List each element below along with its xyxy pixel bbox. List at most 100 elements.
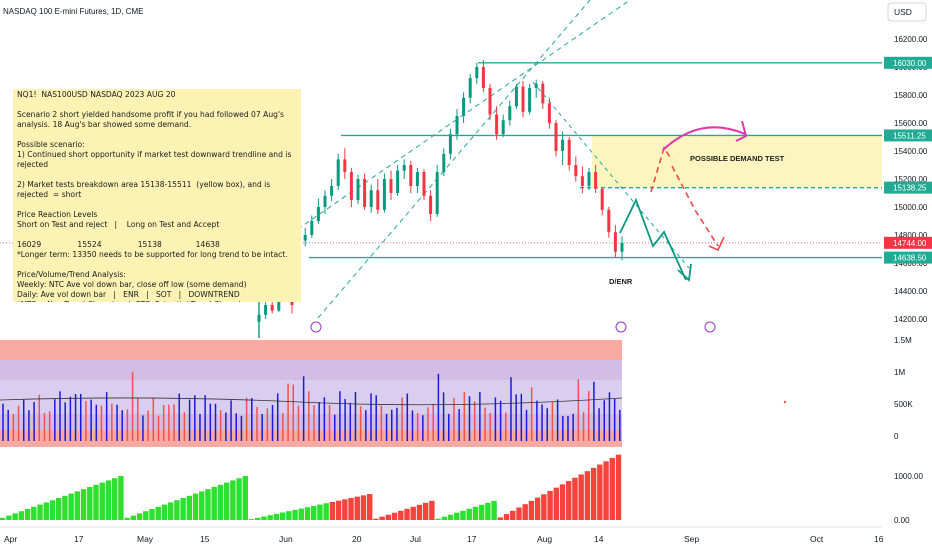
time-tick-label: Sep: [684, 534, 699, 544]
candle: [369, 184, 373, 213]
candle: [468, 74, 472, 104]
oscillator-bar: [130, 515, 137, 520]
note-line: 16029 15524 15138 14638: [17, 240, 220, 249]
candle: [607, 207, 611, 238]
time-tick-label: Jun: [279, 534, 293, 544]
candle-body: [356, 179, 360, 200]
oscillator-bar: [510, 510, 516, 520]
oscillator-pane[interactable]: [0, 454, 622, 520]
candle-body: [574, 165, 578, 177]
oscillator-bar: [398, 510, 404, 520]
oscillator-bar: [186, 495, 193, 520]
candle-body: [455, 116, 459, 135]
oscillator-bar: [435, 518, 441, 520]
oscillator-bar: [155, 506, 161, 520]
candle: [481, 60, 485, 93]
oscillator-bar: [18, 511, 25, 520]
oscillator-bar: [460, 510, 466, 520]
candle-body: [541, 83, 545, 104]
candle-body: [607, 209, 611, 233]
oscillator-bar: [366, 494, 373, 520]
volume-band-core: [0, 380, 622, 414]
candle: [488, 83, 492, 121]
price-axis[interactable]: 16200.0016000.0015800.0015600.0015400.00…: [884, 35, 932, 525]
oscillator-bar: [566, 481, 572, 520]
oscillator-bar: [37, 504, 43, 520]
oscillator-bar: [105, 480, 112, 520]
oscillator-bar: [416, 504, 423, 520]
candle-body: [547, 103, 551, 123]
oscillator-bar: [429, 500, 435, 520]
oscillator-bar: [161, 504, 168, 520]
candle: [547, 97, 551, 129]
candle-body: [369, 190, 373, 207]
candle-body: [475, 67, 479, 79]
candle-body: [310, 221, 314, 235]
note-line: [17, 260, 297, 270]
oscillator-bar: [31, 506, 37, 520]
oscillator-bar: [503, 514, 510, 520]
oscillator-bar: [55, 498, 62, 520]
volume-average-line: [0, 397, 623, 406]
price-tick-label: 15400.00: [894, 147, 928, 156]
oscillator-bar: [261, 516, 267, 520]
oscillator-tick-label: 0.00: [894, 516, 910, 525]
oscillator-bar: [547, 490, 553, 520]
candle-body: [343, 159, 347, 172]
oscillator-bar: [391, 512, 398, 520]
candle-body: [442, 153, 446, 172]
candle-body: [600, 188, 604, 210]
oscillator-bar: [454, 512, 460, 520]
candle-body: [561, 139, 565, 151]
price-tick-label: 14800.00: [894, 231, 928, 240]
oscillator-bar: [472, 506, 479, 520]
oscillator-bar: [136, 513, 143, 520]
oscillator-bar: [93, 484, 99, 520]
candle-body: [382, 179, 386, 210]
volume-tick-label: 1M: [894, 368, 905, 377]
projection-arrowhead-green: [677, 263, 692, 282]
candle: [409, 160, 413, 193]
candle: [323, 190, 327, 214]
price-label-15511: 15511.25: [893, 131, 926, 140]
note-line: [17, 230, 297, 240]
currency-button[interactable]: [887, 2, 927, 22]
event-marker-icon: [615, 321, 627, 333]
analysis-note: NQ1! NAS100USD NASDAQ 2023 AUG 20 Scenar…: [13, 89, 301, 302]
oscillator-bar: [360, 495, 367, 520]
oscillator-bar: [87, 487, 93, 520]
oscillator-bar: [534, 497, 541, 520]
volume-pane[interactable]: [0, 340, 787, 447]
candle-body: [462, 97, 466, 116]
candle: [422, 169, 426, 200]
time-axis[interactable]: Apr 17 May 15 Jun 20 Jul 17 Aug 14 Sep Oct 16: [0, 526, 884, 544]
candle: [310, 215, 314, 238]
oscillator-bar: [267, 515, 273, 520]
oscillator-tick-label: 1000.00: [894, 472, 923, 481]
oscillator-bar: [335, 500, 342, 520]
curved-arrowhead: [735, 120, 748, 142]
candle-body: [521, 86, 525, 112]
candle: [415, 167, 419, 193]
projection-arrowhead-red: [708, 236, 725, 252]
note-line: Price Reaction Levels: [17, 210, 98, 219]
oscillator-bar: [273, 513, 280, 520]
candle-body: [620, 242, 624, 252]
oscillator-bar: [24, 509, 31, 520]
oscillator-bar: [149, 509, 155, 520]
event-marker-icon: [704, 321, 716, 333]
candle-body: [270, 305, 274, 311]
candle-body: [468, 78, 472, 98]
note-line: *Longer term: 13350 needs to be supporte…: [17, 250, 288, 259]
oscillator-bar: [559, 484, 566, 520]
oscillator-bar: [298, 508, 304, 520]
time-tick-label: May: [137, 534, 154, 544]
oscillator-bar: [230, 480, 236, 520]
oscillator-bar: [62, 495, 68, 520]
oscillator-bar: [516, 507, 522, 520]
oscillator-bar: [311, 505, 317, 520]
candle: [594, 165, 598, 193]
candle-body: [429, 195, 433, 214]
